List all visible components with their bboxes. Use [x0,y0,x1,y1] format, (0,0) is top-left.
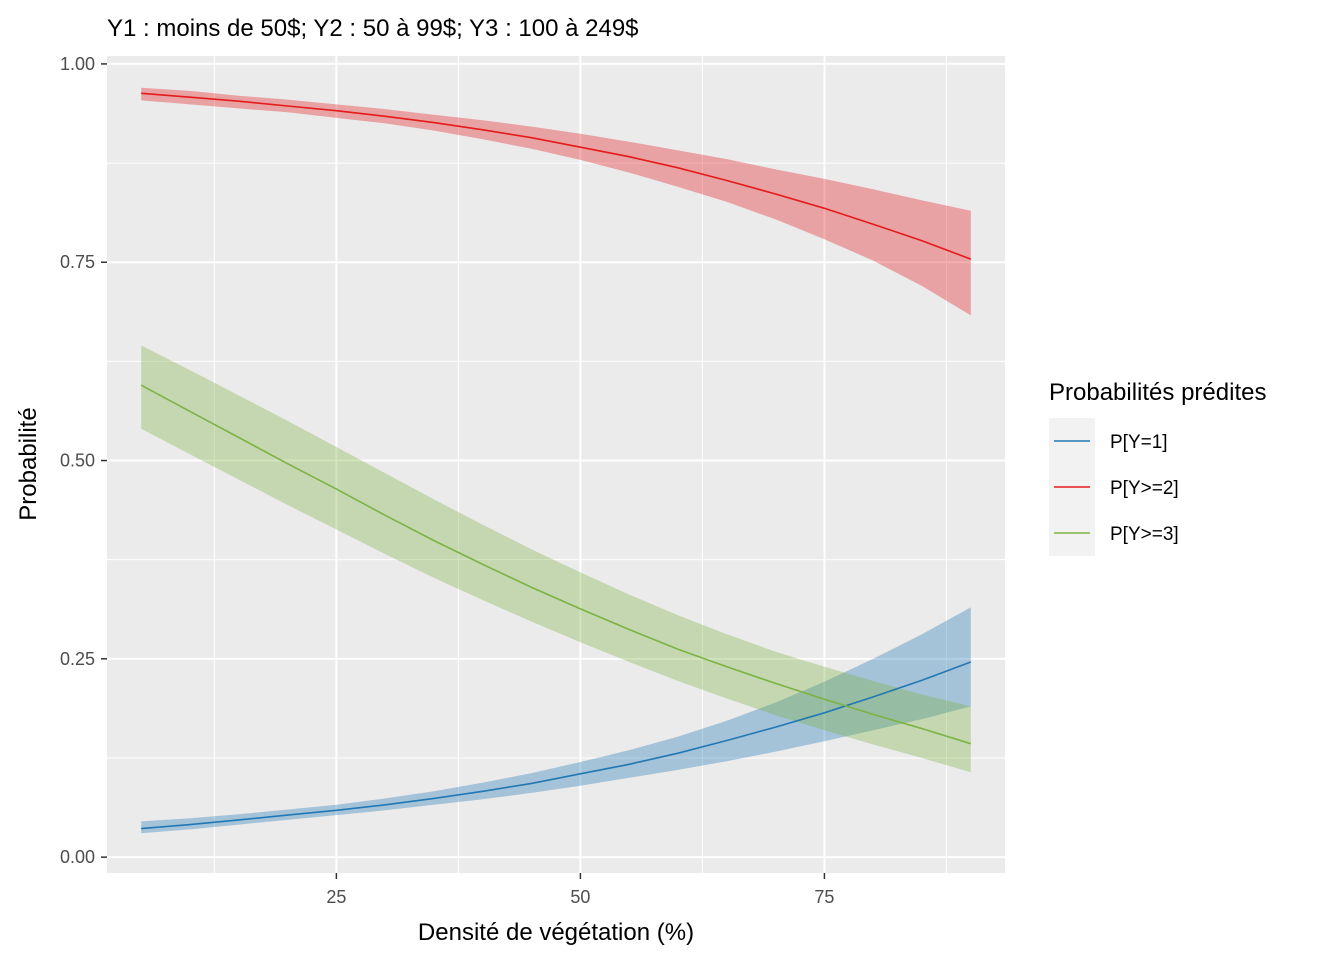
series-line-1 [141,661,972,830]
plot-panel [107,56,1005,873]
grid-lines [107,56,1005,873]
confidence-bands [141,87,971,834]
x-tick-label: 75 [814,887,834,907]
series-line-2 [141,92,972,260]
y-tick-label: 0.00 [60,847,95,867]
y-tick-label: 1.00 [60,54,95,74]
legend: Probabilités prédites P[Y=1] P[Y>=2] P[Y>=… [1049,379,1266,556]
legend-label: P[Y>=3] [1110,524,1179,545]
axes: 25 50 75 0.00 0.25 0.50 0.75 1.00 [60,54,834,907]
x-tick-label: 25 [326,887,346,907]
series-line-3 [140,384,972,745]
legend-title: Probabilités prédites [1049,379,1266,406]
y-tick-label: 0.75 [60,252,95,272]
confidence-band-3 [141,345,971,773]
y-tick-label: 0.25 [60,649,95,669]
x-axis-title: Densité de végétation (%) [418,919,694,946]
y-tick-label: 0.50 [60,451,95,471]
chart-title: Y1 : moins de 50$; Y2 : 50 à 99$; Y3 : 1… [107,15,639,42]
series-lines [140,92,972,830]
y-axis-title: Probabilité [15,407,42,520]
confidence-band-1 [141,607,971,834]
confidence-band-2 [141,87,971,316]
legend-label: P[Y>=2] [1110,478,1179,499]
legend-label: P[Y=1] [1110,432,1168,453]
x-tick-label: 50 [570,887,590,907]
